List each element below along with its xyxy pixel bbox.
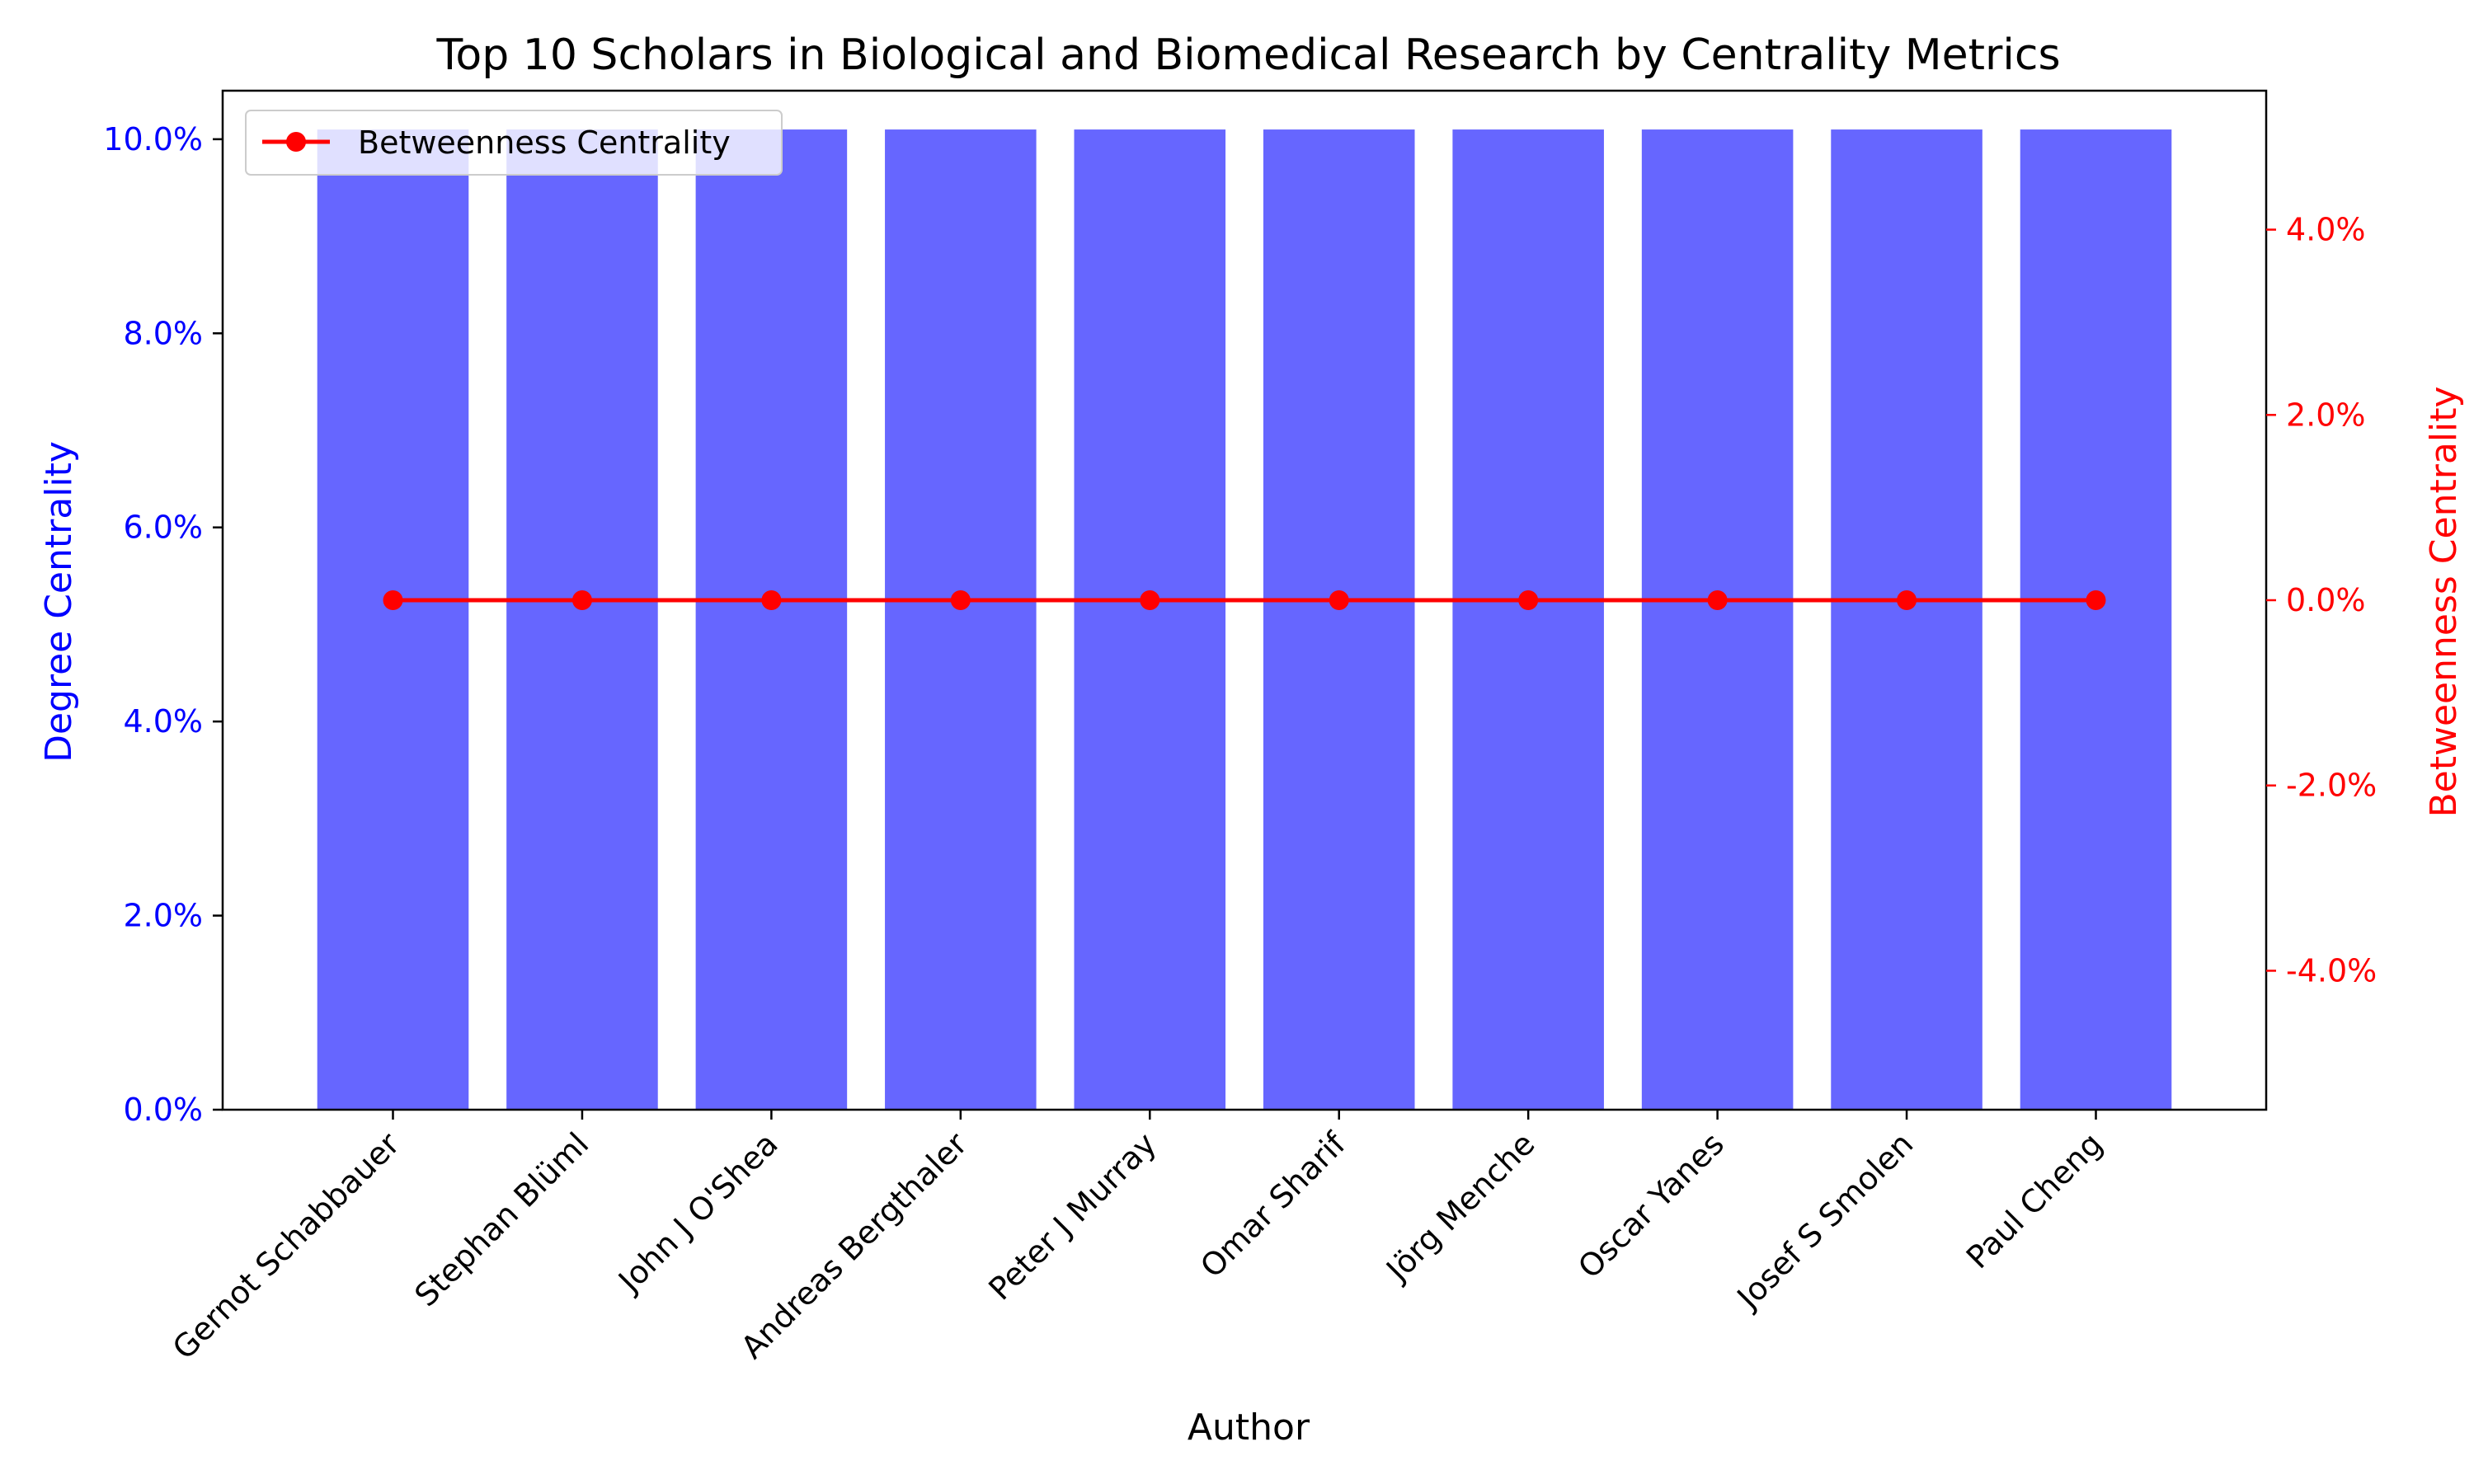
bar bbox=[506, 129, 658, 1111]
y-left-tick-label: 2.0% bbox=[123, 898, 203, 934]
y-left-tick-label: 6.0% bbox=[123, 510, 203, 546]
line-point bbox=[1329, 590, 1349, 610]
x-tick-label: Peter J Murray bbox=[981, 1125, 1163, 1307]
y-right-tick-label: -4.0% bbox=[2286, 952, 2377, 989]
line-point bbox=[383, 590, 403, 610]
x-tick-label: Oscar Yanes bbox=[1571, 1125, 1731, 1285]
bar bbox=[1831, 129, 1982, 1111]
x-tick-label: Gernot Schabbauer bbox=[166, 1125, 407, 1366]
bar bbox=[1074, 129, 1226, 1111]
bar bbox=[317, 129, 469, 1111]
line-point bbox=[1897, 590, 1917, 610]
x-tick-label: Omar Sharif bbox=[1193, 1125, 1353, 1284]
legend-label: Betweenness Centrality bbox=[358, 124, 731, 161]
legend: Betweenness Centrality bbox=[245, 110, 783, 176]
bar bbox=[885, 129, 1037, 1111]
y-right-tick-label: 2.0% bbox=[2286, 397, 2366, 433]
line-point bbox=[2086, 590, 2106, 610]
legend-marker-swatch bbox=[286, 132, 306, 152]
line-point bbox=[571, 590, 592, 610]
line-point bbox=[761, 590, 782, 610]
line-point bbox=[950, 590, 971, 610]
x-tick-label: Paul Cheng bbox=[1959, 1125, 2109, 1275]
y-axis-left: 0.0% 2.0% 4.0% 6.0% 8.0% 10.0% bbox=[103, 121, 223, 1128]
line-series-group bbox=[383, 590, 2106, 610]
bar bbox=[2020, 129, 2172, 1111]
x-tick-label: Stephan Blüml bbox=[407, 1125, 595, 1313]
y-right-tick-label: -2.0% bbox=[2286, 768, 2377, 804]
legend-box bbox=[245, 110, 783, 176]
x-axis-label: Author bbox=[1188, 1407, 1310, 1449]
y-left-tick-label: 0.0% bbox=[123, 1092, 203, 1128]
y-axis-right: -4.0% -2.0% 0.0% 2.0% 4.0% bbox=[2266, 212, 2377, 989]
y-left-tick-label: 10.0% bbox=[103, 121, 203, 157]
y-left-tick-label: 8.0% bbox=[123, 315, 203, 351]
line-point bbox=[1518, 590, 1539, 610]
y-right-tick-label: 4.0% bbox=[2286, 212, 2366, 248]
bar bbox=[1263, 129, 1415, 1111]
y-axis-label-left: Degree Centrality bbox=[38, 441, 80, 763]
bar bbox=[1641, 129, 1794, 1111]
x-tick-label: Jörg Menche bbox=[1378, 1125, 1541, 1289]
x-tick-label: Josef S Smolen bbox=[1729, 1125, 1921, 1317]
x-tick-label: John J O'Shea bbox=[610, 1125, 785, 1300]
bar bbox=[695, 129, 848, 1111]
y-left-tick-label: 4.0% bbox=[123, 703, 203, 740]
bar bbox=[1452, 129, 1604, 1111]
x-axis: Gernot Schabbauer Stephan Blüml John J O'S… bbox=[166, 1110, 2109, 1366]
y-right-tick-label: 0.0% bbox=[2286, 582, 2366, 618]
chart-title: Top 10 Scholars in Biological and Biomed… bbox=[435, 31, 2060, 80]
bars-group bbox=[317, 129, 2172, 1111]
line-point bbox=[1707, 590, 1728, 610]
line-point bbox=[1140, 590, 1160, 610]
y-axis-label-right: Betweenness Centrality bbox=[2423, 386, 2465, 817]
